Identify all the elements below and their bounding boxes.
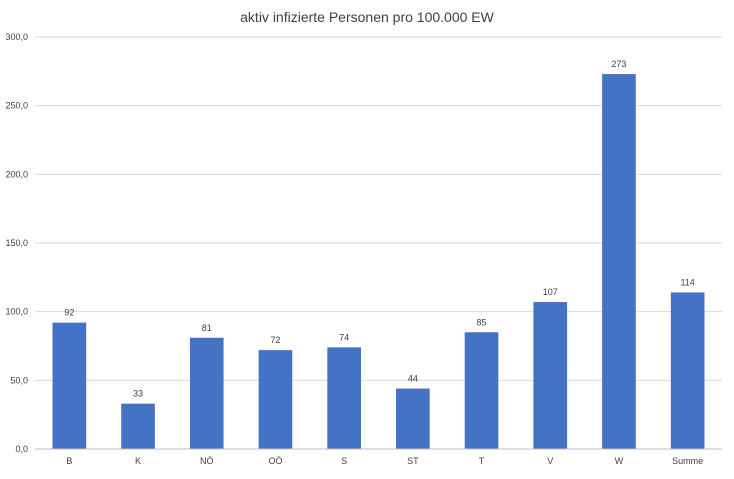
x-tick-label-w: W (615, 456, 624, 466)
data-label-oö: 72 (270, 335, 280, 345)
y-axis-tick-labels: 0,0 50,0 100,0 150,0 200,0 250,0 300,0 (5, 32, 28, 454)
data-label-st: 44 (408, 374, 418, 384)
data-label-nö: 81 (202, 323, 212, 333)
y-tick-label: 0,0 (15, 444, 28, 454)
y-tick-label: 200,0 (5, 169, 28, 179)
bar-s (327, 347, 361, 449)
chart-title: aktiv infizierte Personen pro 100.000 EW (240, 9, 494, 25)
y-tick-label: 100,0 (5, 307, 28, 317)
x-tick-label-s: S (341, 456, 347, 466)
x-tick-label-summe: Summe (672, 456, 703, 466)
x-tick-label-b: B (66, 456, 72, 466)
bar-oö (258, 350, 293, 449)
data-label-summe: 114 (680, 277, 694, 287)
y-tick-label: 50,0 (10, 375, 28, 385)
data-label-b: 92 (64, 308, 74, 318)
bar-w (602, 74, 636, 449)
x-tick-label-nö: NÖ (200, 456, 214, 466)
bar-summe (670, 292, 705, 449)
x-tick-label-v: V (547, 456, 553, 466)
data-labels: 92 33 81 72 74 44 85 107 273 114 (64, 59, 694, 399)
x-tick-label-k: K (135, 456, 141, 466)
bar-v (533, 302, 568, 449)
bar-nö (189, 337, 224, 449)
data-label-w: 273 (611, 59, 626, 69)
bar-k (121, 403, 155, 449)
y-tick-label: 150,0 (5, 238, 28, 248)
data-label-t: 85 (477, 317, 487, 327)
data-label-v: 107 (543, 287, 558, 297)
bar-b (52, 322, 87, 449)
x-tick-label-t: T (479, 456, 485, 466)
data-label-k: 33 (133, 389, 143, 399)
bar-t (464, 332, 499, 449)
data-label-s: 74 (339, 332, 349, 342)
x-axis-tick-labels: B K NÖ OÖ S ST T V W Summe (66, 456, 703, 466)
x-tick-label-st: ST (407, 456, 419, 466)
y-tick-label: 250,0 (5, 101, 28, 111)
bars (52, 74, 705, 449)
y-tick-label: 300,0 (5, 32, 28, 42)
bar-st (396, 388, 430, 449)
x-tick-label-oö: OÖ (268, 456, 282, 466)
